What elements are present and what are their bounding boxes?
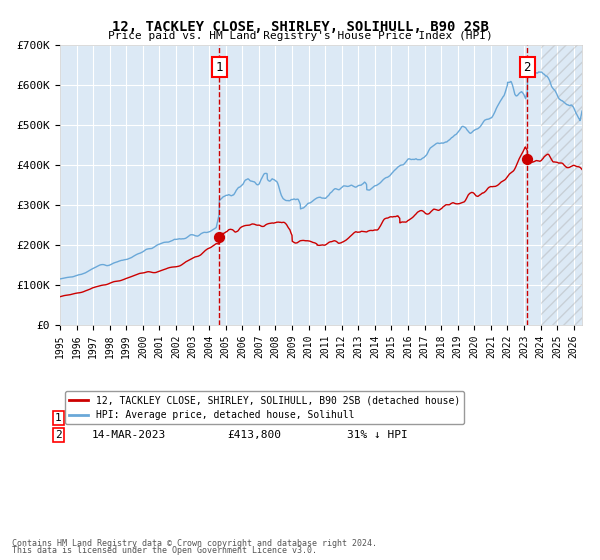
Text: 2: 2 [524,60,531,74]
Text: 1: 1 [215,60,223,74]
Legend: 12, TACKLEY CLOSE, SHIRLEY, SOLIHULL, B90 2SB (detached house), HPI: Average pri: 12, TACKLEY CLOSE, SHIRLEY, SOLIHULL, B9… [65,391,464,424]
Text: 14-MAR-2023: 14-MAR-2023 [91,430,166,440]
Text: Contains HM Land Registry data © Crown copyright and database right 2024.: Contains HM Land Registry data © Crown c… [12,539,377,548]
Text: This data is licensed under the Open Government Licence v3.0.: This data is licensed under the Open Gov… [12,547,317,556]
Point [215,232,224,241]
Text: £413,800: £413,800 [227,430,281,440]
Text: £219,950: £219,950 [227,413,281,423]
Text: Price paid vs. HM Land Registry's House Price Index (HPI): Price paid vs. HM Land Registry's House … [107,31,493,41]
Point [523,155,532,164]
Text: 12, TACKLEY CLOSE, SHIRLEY, SOLIHULL, B90 2SB: 12, TACKLEY CLOSE, SHIRLEY, SOLIHULL, B9… [112,20,488,34]
Text: 31% ↓ HPI: 31% ↓ HPI [347,413,408,423]
Text: 31% ↓ HPI: 31% ↓ HPI [347,430,408,440]
Bar [541,45,599,325]
Text: 2: 2 [55,430,62,440]
Text: 1: 1 [55,413,62,423]
Text: 13-AUG-2004: 13-AUG-2004 [91,413,166,423]
